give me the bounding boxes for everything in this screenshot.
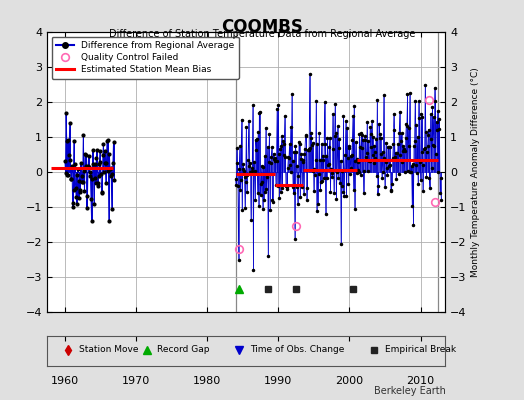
Text: Difference of Station Temperature Data from Regional Average: Difference of Station Temperature Data f…	[109, 29, 415, 39]
Y-axis label: Monthly Temperature Anomaly Difference (°C): Monthly Temperature Anomaly Difference (…	[471, 67, 480, 277]
Text: COOMBS: COOMBS	[221, 18, 303, 36]
Text: 1980: 1980	[193, 376, 221, 386]
Text: 1970: 1970	[122, 376, 150, 386]
Text: 2010: 2010	[407, 376, 434, 386]
Text: 1990: 1990	[264, 376, 292, 386]
Text: 1960: 1960	[51, 376, 79, 386]
Legend: Difference from Regional Average, Quality Control Failed, Estimated Station Mean: Difference from Regional Average, Qualit…	[52, 36, 239, 79]
Text: 2000: 2000	[335, 376, 364, 386]
Text: Berkeley Earth: Berkeley Earth	[374, 386, 445, 396]
Text: Record Gap: Record Gap	[157, 345, 210, 354]
Text: Station Move: Station Move	[79, 345, 139, 354]
Text: Time of Obs. Change: Time of Obs. Change	[250, 345, 344, 354]
Text: Empirical Break: Empirical Break	[385, 345, 456, 354]
